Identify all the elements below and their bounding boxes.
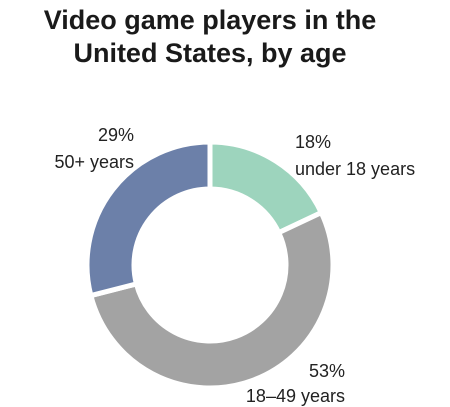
category-label: under 18 years bbox=[295, 159, 415, 179]
category-label: 18–49 years bbox=[246, 386, 345, 406]
value-label: 29% bbox=[98, 125, 134, 145]
donut-segment bbox=[84, 139, 213, 299]
category-label: 50+ years bbox=[54, 152, 134, 172]
value-label: 18% bbox=[295, 132, 331, 152]
chart-title: Video game players in the United States,… bbox=[43, 5, 377, 68]
donut-segment bbox=[87, 209, 336, 391]
value-label: 53% bbox=[309, 361, 345, 381]
